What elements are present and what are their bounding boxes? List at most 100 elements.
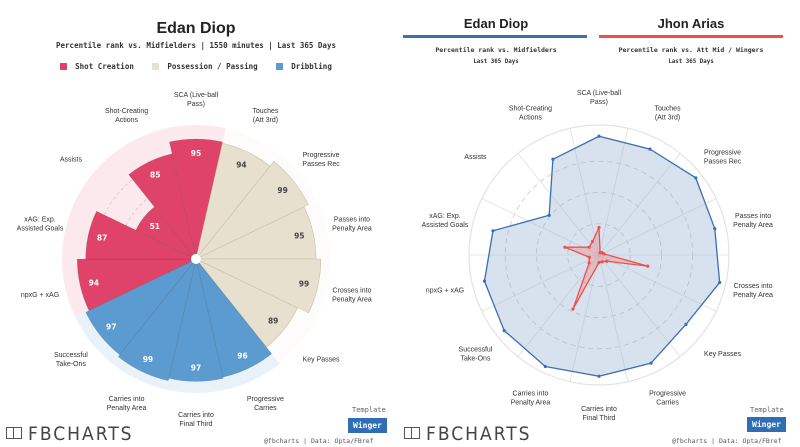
legend-label: Shot Creation xyxy=(75,62,134,71)
player2-period: Last 365 Days xyxy=(668,59,714,65)
pizza-title: Edan Diop xyxy=(156,20,236,37)
pitch-icon xyxy=(6,427,22,439)
legend-item-dribbling: Dribbling xyxy=(276,62,332,71)
pitch-icon xyxy=(404,427,420,439)
player2-color-bar xyxy=(599,35,783,38)
legend-label: Possession / Passing xyxy=(167,62,258,71)
axis-label-crosses-into-penalty-area: Crosses into Penalty Area xyxy=(332,288,372,304)
axis-label-successful-take-ons: Successful Take-Ons xyxy=(54,352,88,368)
axis-label-sca-live-ball-pass: SCA (Live-ball Pass) xyxy=(577,90,622,106)
radar-chart: SCA (Live-ball Pass) Touches (Att 3rd) Progr… xyxy=(422,90,773,422)
fbcharts-logo: FBCHARTS xyxy=(6,423,134,445)
spoke xyxy=(598,153,681,256)
spoke xyxy=(598,128,629,256)
value-label-shot-creating-actions: 85 xyxy=(150,170,160,179)
axis-label-carries-into-penalty-area: Carries into Penalty Area xyxy=(107,396,147,412)
radar-point-jhon-arias-carries-into-penalty-area xyxy=(571,307,575,311)
axis-label-progressive-carries: Progressive Carries xyxy=(649,390,686,406)
radar-point-edan-diop-touches-att-3rd xyxy=(648,147,652,151)
template-button[interactable]: Winger xyxy=(348,418,387,433)
axis-label-assists: Assists xyxy=(60,157,83,164)
radar-point-edan-diop-crosses-into-penalty-area xyxy=(718,280,722,285)
player1-color-bar xyxy=(403,35,587,38)
logo-text: FBCHARTS xyxy=(28,423,134,445)
radar-point-edan-diop-key-passes xyxy=(684,322,688,326)
spoke xyxy=(598,198,717,256)
left-panel: Edan Diop Percentile rank vs. Midfielder… xyxy=(0,20,392,445)
gridline-dashed xyxy=(103,179,133,215)
credit-text: @fbcharts | Data: Opta/FBref xyxy=(264,437,374,445)
axis-label-assists: Assists xyxy=(464,154,487,161)
radar-point-jhon-arias-carries-into-final-third xyxy=(597,260,601,265)
value-label-assists: 51 xyxy=(150,222,160,231)
value-label-carries-into-final-third: 97 xyxy=(191,363,201,372)
legend-label: Dribbling xyxy=(291,62,332,71)
radar-point-jhon-arias-key-passes xyxy=(605,259,609,263)
credit-text: @fbcharts | Data: Opta/FBref xyxy=(672,437,782,445)
radar-point-jhon-arias-crosses-into-penalty-area xyxy=(646,264,650,268)
axis-label-passes-into-penalty-area: Passes into Penalty Area xyxy=(733,213,773,229)
value-label-touches-att-3rd: 94 xyxy=(236,161,246,170)
axis-label-xag-exp-assisted-goals: xAG: Exp. Assisted Goals xyxy=(17,216,64,232)
spoke xyxy=(569,128,600,256)
axis-label-crosses-into-penalty-area: Crosses into Penalty Area xyxy=(733,283,773,299)
value-label-successful-take-ons: 97 xyxy=(106,323,116,332)
radar-point-edan-diop-progressive-carries xyxy=(649,361,653,365)
axis-label-key-passes: Key Passes xyxy=(704,351,741,358)
gridline-dashed xyxy=(125,198,148,226)
axis-label-sca-live-ball-pass: SCA (Live-ball Pass) xyxy=(174,92,219,108)
player1-name: Edan Diop xyxy=(463,16,529,31)
value-label-progressive-passes-rec: 99 xyxy=(277,186,287,195)
player1-subtitle: Percentile rank vs. Midfielders xyxy=(435,46,557,54)
player2-name: Jhon Arias xyxy=(657,16,725,31)
axis-label-touches-att-3rd: Touches (Att 3rd) xyxy=(252,108,279,124)
axis-label-carries-into-penalty-area: Carries into Penalty Area xyxy=(511,390,551,406)
spoke xyxy=(598,254,681,357)
radar-point-edan-diop-assists xyxy=(547,213,551,217)
legend-swatch xyxy=(152,63,160,70)
axis-label-passes-into-penalty-area: Passes into Penalty Area xyxy=(332,216,372,232)
player1-period: Last 365 Days xyxy=(473,59,519,65)
axis-label-key-passes: Key Passes xyxy=(303,356,340,363)
radar-point-edan-diop-successful-take-ons xyxy=(502,328,506,333)
radar-point-edan-diop-xag-exp-assisted-goals xyxy=(491,229,495,233)
radar-point-jhon-arias-passes-into-penalty-area xyxy=(602,252,606,256)
legend-item-possession: Possession / Passing xyxy=(152,62,258,71)
radar-point-edan-diop-sca-live-ball-pass xyxy=(597,134,601,138)
value-label-progressive-carries: 96 xyxy=(237,352,247,361)
legend-swatch xyxy=(60,63,68,70)
radar-point-jhon-arias-xag-exp-assisted-goals xyxy=(563,245,567,249)
value-label-xag-exp-assisted-goals: 87 xyxy=(97,234,107,243)
spoke xyxy=(481,198,600,256)
axis-label-successful-take-ons: Successful Take-Ons xyxy=(459,347,493,363)
fbcharts-logo: FBCHARTS xyxy=(404,423,532,445)
template-button[interactable]: Winger xyxy=(747,417,786,432)
value-label-passes-into-penalty-area: 95 xyxy=(294,231,304,240)
axis-label-progressive-passes-rec: Progressive Passes Rec xyxy=(704,149,742,165)
axis-label-carries-into-final-third: Carries into Final Third xyxy=(581,406,617,422)
radar-point-edan-diop-progressive-passes-rec xyxy=(694,176,698,180)
radar-point-edan-diop-shot-creating-actions xyxy=(551,157,555,161)
value-label-sca-live-ball-pass: 95 xyxy=(191,149,201,158)
spoke xyxy=(481,254,600,312)
radar-point-jhon-arias-sca-live-ball-pass xyxy=(597,225,601,230)
spoke xyxy=(598,254,629,382)
spoke xyxy=(598,254,717,312)
axis-label-progressive-passes-rec: Progressive Passes Rec xyxy=(302,152,340,168)
axis-label-touches-att-3rd: Touches (Att 3rd) xyxy=(655,106,682,122)
player2-subtitle: Percentile rank vs. Att Mid / Wingers xyxy=(618,46,764,54)
center-hole xyxy=(191,254,201,264)
axis-label-progressive-carries: Progressive Carries xyxy=(247,396,284,412)
radar-point-edan-diop-npxg-xag xyxy=(482,279,487,283)
radar-point-edan-diop-carries-into-penalty-area xyxy=(543,364,547,369)
radar-point-jhon-arias-npxg-xag xyxy=(587,255,591,259)
radar-point-edan-diop-carries-into-final-third xyxy=(597,374,601,378)
radar-point-jhon-arias-successful-take-ons xyxy=(587,261,591,265)
spoke xyxy=(517,153,600,256)
pizza-legend: Shot Creation Possession / Passing Dribb… xyxy=(0,62,392,71)
legend-item-shot-creation: Shot Creation xyxy=(60,62,134,71)
axis-label-npxg-xag: npxG + xAG xyxy=(426,288,464,295)
logo-text: FBCHARTS xyxy=(426,423,532,445)
legend-swatch xyxy=(276,63,284,70)
radar-point-jhon-arias-shot-creating-actions xyxy=(590,239,595,244)
